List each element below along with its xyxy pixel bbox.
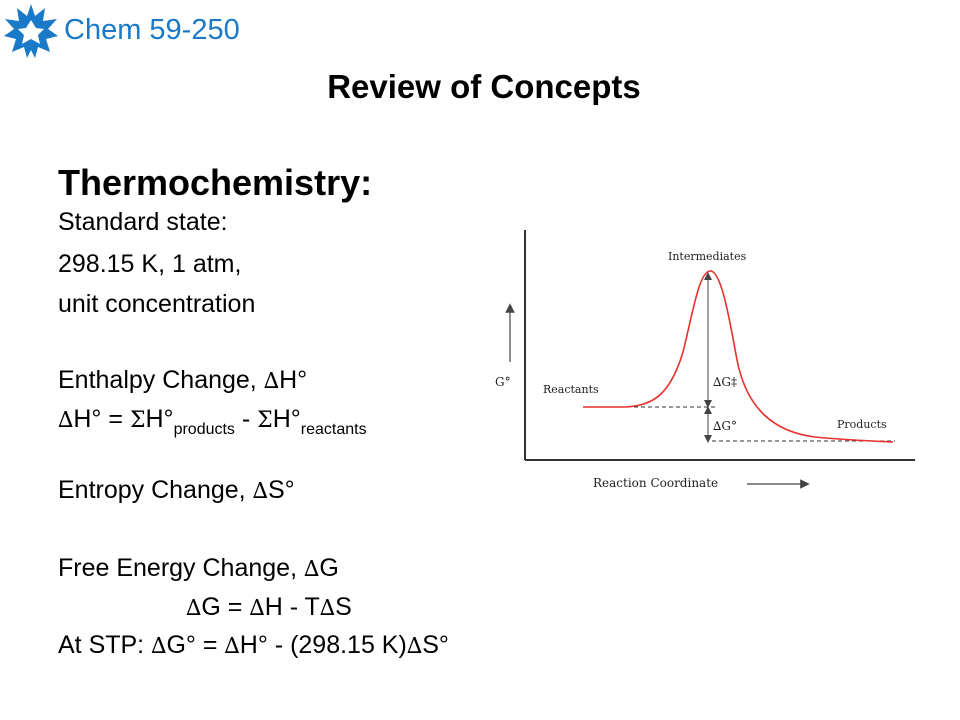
products-subscript: products [173, 421, 235, 438]
free-energy-label: Free Energy Change, [58, 554, 298, 582]
enthalpy-label: Enthalpy Change, [58, 366, 257, 394]
slide-title: Review of Concepts [327, 68, 641, 105]
delta-symbol: ∆ [224, 634, 240, 659]
enthalpy-change-line: Enthalpy Change, ∆H° [58, 368, 307, 393]
delta-symbol: ∆ [151, 634, 167, 659]
enthalpy-eq-lhs: H° = [73, 405, 123, 433]
free-energy-symbol: G [319, 554, 339, 582]
activation-energy-label: ∆G‡ [713, 375, 737, 389]
stp-eq-a: G° = [166, 631, 218, 659]
delta-symbol: ∆ [252, 479, 268, 504]
reaction-energy-diagram: G° Reactants Intermediates Products ∆G‡ … [495, 230, 915, 490]
delta-symbol: ∆ [303, 557, 320, 582]
enthalpy-symbol: H° [279, 366, 308, 394]
delta-symbol: ∆ [263, 369, 280, 394]
g-axis-label: G° [495, 375, 511, 389]
enthalpy-eq-term2: H° [272, 405, 301, 433]
stp-eq-c: S° [422, 631, 449, 659]
stp-eq-b: H° - (298.15 K) [239, 631, 407, 659]
minus-sign: - [241, 405, 251, 433]
delta-symbol: ∆ [58, 408, 74, 433]
section-title: Thermochemistry: [58, 162, 373, 203]
stp-label: At STP: [58, 631, 145, 659]
x-axis-label: Reaction Coordinate [593, 476, 718, 490]
delta-symbol: ∆ [186, 596, 202, 621]
standard-state-label: Standard state: [58, 208, 228, 236]
delta-symbol: ∆ [406, 634, 423, 659]
standard-state-line1: 298.15 K, 1 atm, [58, 250, 242, 278]
delta-symbol: ∆ [249, 596, 265, 621]
maple-leaf-logo [4, 4, 58, 58]
free-energy-change-line: Free Energy Change, ∆G [58, 556, 339, 581]
entropy-label: Entropy Change, [58, 476, 246, 504]
entropy-symbol: S° [267, 476, 295, 504]
reactants-subscript: reactants [300, 421, 367, 438]
gibbs-eq-c: S [335, 593, 352, 621]
sigma-symbol: Σ [129, 408, 146, 433]
delta-symbol: ∆ [319, 596, 336, 621]
delta-g-label: ∆G° [713, 419, 737, 433]
enthalpy-equation: ∆H° = ΣH°products - ΣH°reactants [58, 405, 367, 438]
stp-equation: At STP: ∆G° = ∆H° - (298.15 K)∆S° [58, 633, 449, 658]
standard-state-line2: unit concentration [58, 290, 256, 318]
enthalpy-eq-term1: H° [145, 405, 174, 433]
reactants-label: Reactants [543, 383, 599, 396]
products-label: Products [837, 418, 887, 431]
reaction-curve [583, 270, 894, 443]
entropy-change-line: Entropy Change, ∆S° [58, 478, 295, 503]
intermediates-label: Intermediates [668, 250, 747, 263]
gibbs-eq-b: H - T [264, 593, 320, 621]
gibbs-eq-a: G = [201, 593, 243, 621]
sigma-symbol: Σ [257, 408, 273, 433]
course-title: Chem 59-250 [64, 14, 240, 46]
gibbs-equation: ∆G = ∆H - T∆S [186, 595, 352, 620]
